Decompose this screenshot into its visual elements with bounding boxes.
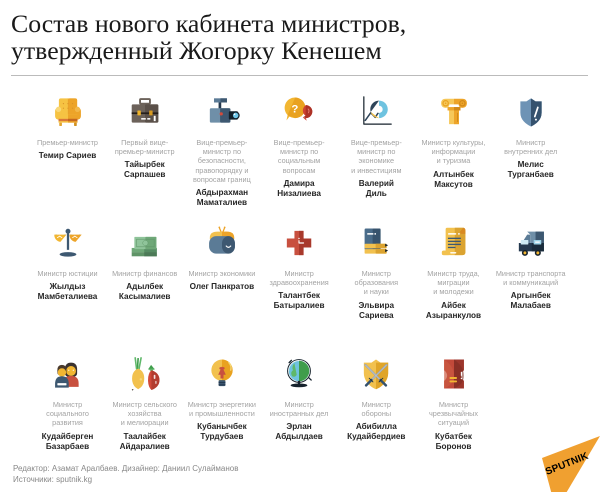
svg-text:?: ? <box>291 103 298 115</box>
